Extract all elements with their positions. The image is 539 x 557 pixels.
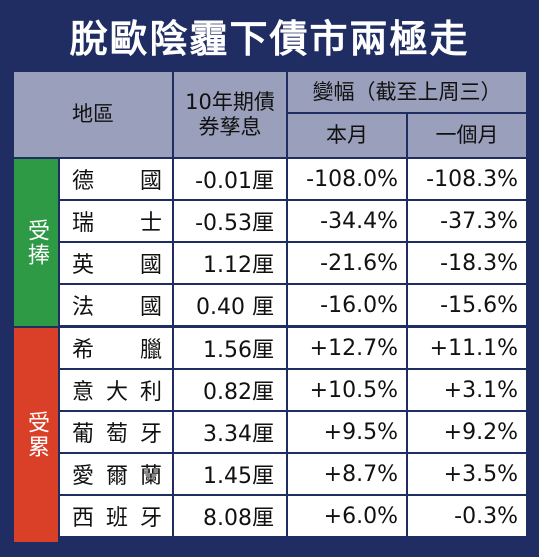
table-row: 法國 0.40 厘 -16.0% -15.6% [60,285,526,325]
region-name: 瑞士 [60,201,172,241]
bond-yield: 1.56厘 [174,328,286,368]
region-name-char: 法 [72,295,95,320]
region-name: 德國 [60,159,172,199]
change-one-month: +11.1% [408,328,526,368]
change-one-month: -18.3% [408,243,526,283]
change-this-month: +6.0% [288,496,406,536]
bond-yield: 0.82厘 [174,370,286,410]
group-label-hit: 受捧 [14,159,58,326]
change-one-month: -108.3% [408,159,526,199]
region-name-char: 國 [139,253,162,278]
header-this-month: 本月 [288,114,406,157]
table-row: 意大利 0.82厘 +10.5% +3.1% [60,370,526,410]
table-row: 德國 -0.01厘 -108.0% -108.3% [60,159,526,199]
region-name-char: 牙 [139,506,162,531]
header-yield-line2: 券孳息 [198,114,262,139]
region-name: 西班牙 [60,496,172,536]
bond-yield: 0.40 厘 [174,285,286,325]
bond-yield-table: 地區 10年期債 券孳息 變幅（截至上周三） 本月 一個月 受捧 受累 德國 -0… [14,72,526,542]
region-name-char: 萄 [105,422,128,447]
region-name-char: 蘭 [139,464,162,489]
region-name-char: 希 [72,338,95,363]
change-one-month: +3.5% [408,454,526,494]
region-name-char: 爾 [105,464,128,489]
table-row: 愛爾蘭 1.45厘 +8.7% +3.5% [60,454,526,494]
region-name-char: 臘 [139,338,162,363]
region-name: 意大利 [60,370,172,410]
region-name: 希臘 [60,328,172,368]
region-name-char: 葡 [72,422,95,447]
change-this-month: +10.5% [288,370,406,410]
bond-yield: 1.45厘 [174,454,286,494]
bond-yield: -0.01厘 [174,159,286,199]
header-yield: 10年期債 券孳息 [174,72,286,157]
change-this-month: +8.7% [288,454,406,494]
region-name: 葡萄牙 [60,412,172,452]
region-name-char: 班 [105,506,128,531]
header-change: 變幅（截至上周三） [288,72,526,112]
region-name-char: 愛 [72,464,95,489]
change-this-month: -108.0% [288,159,406,199]
bond-yield: -0.53厘 [174,201,286,241]
region-name-char: 德 [72,169,95,194]
region-name-char: 利 [139,380,162,405]
region-name-char: 瑞 [72,211,95,236]
region-name-char: 英 [72,253,95,278]
bond-yield: 1.12厘 [174,243,286,283]
region-name-char: 士 [139,211,162,236]
change-one-month: +3.1% [408,370,526,410]
change-one-month: -0.3% [408,496,526,536]
region-name-char: 國 [139,169,162,194]
change-one-month: +9.2% [408,412,526,452]
header-region: 地區 [14,72,172,157]
region-name-char: 意 [72,380,95,405]
page-title: 脫歐陰霾下債市兩極走 [69,16,470,61]
change-this-month: -34.4% [288,201,406,241]
table-row: 西班牙 8.08厘 +6.0% -0.3% [60,496,526,536]
change-this-month: -21.6% [288,243,406,283]
region-name: 英國 [60,243,172,283]
bond-yield: 3.34厘 [174,412,286,452]
region-name-char: 牙 [139,422,162,447]
table-row: 英國 1.12厘 -21.6% -18.3% [60,243,526,283]
table-row: 葡萄牙 3.34厘 +9.5% +9.2% [60,412,526,452]
change-this-month: +12.7% [288,328,406,368]
region-name-char: 大 [105,380,128,405]
region-name-char: 國 [139,295,162,320]
group-label-benefit: 受累 [14,328,58,542]
table-row: 瑞士 -0.53厘 -34.4% -37.3% [60,201,526,241]
change-this-month: -16.0% [288,285,406,325]
region-name-char: 西 [72,506,95,531]
header-one-month: 一個月 [408,114,526,157]
region-name: 法國 [60,285,172,325]
region-name: 愛爾蘭 [60,454,172,494]
change-one-month: -37.3% [408,201,526,241]
change-this-month: +9.5% [288,412,406,452]
header-yield-line1: 10年期債 [185,90,275,115]
table-row: 希臘 1.56厘 +12.7% +11.1% [60,328,526,368]
change-one-month: -15.6% [408,285,526,325]
bond-yield: 8.08厘 [174,496,286,536]
